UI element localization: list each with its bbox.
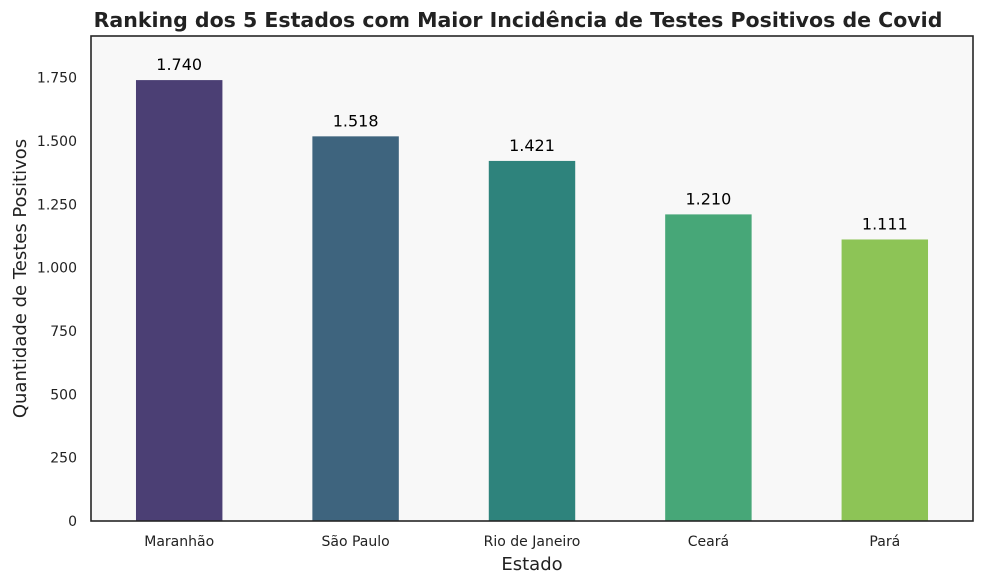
x-tick-label-0: Maranhão	[144, 534, 214, 550]
x-axis-ticks: Maranhão São Paulo Rio de Janeiro Ceará Pará	[144, 534, 900, 550]
data-labels-group: 1.740 1.518 1.421 1.210 1.111	[156, 55, 907, 233]
y-axis-ticks: 0 250 500 750 1.000 1.250 1.500 1.750	[37, 71, 77, 530]
x-tick-label-3: Ceará	[688, 534, 729, 550]
x-axis-label: Estado	[501, 554, 562, 575]
x-tick-label-2: Rio de Janeiro	[484, 534, 581, 550]
bar-4	[841, 239, 929, 522]
y-tick-label-5: 1.250	[37, 197, 77, 213]
y-tick-label-7: 1.750	[37, 71, 77, 87]
data-label-2: 1.421	[509, 136, 555, 155]
bar-0	[135, 80, 223, 521]
plot-frame	[90, 35, 974, 522]
y-tick-label-2: 500	[50, 387, 77, 403]
data-label-0: 1.740	[156, 55, 202, 74]
y-axis-label: Quantidade de Testes Positivos	[10, 139, 31, 418]
y-tick-label-3: 750	[50, 324, 77, 340]
y-tick-label-0: 0	[68, 514, 77, 530]
data-label-3: 1.210	[685, 189, 731, 208]
data-label-4: 1.111	[862, 214, 908, 233]
bars-group	[135, 80, 929, 522]
data-label-1: 1.518	[333, 111, 379, 130]
bar-3	[665, 214, 752, 521]
bar-1	[312, 136, 399, 521]
y-tick-label-1: 250	[50, 451, 77, 467]
x-tick-label-1: São Paulo	[321, 534, 389, 550]
chart-title: Ranking dos 5 Estados com Maior Incidênc…	[94, 8, 943, 32]
x-tick-label-4: Pará	[869, 534, 900, 550]
bar-2	[488, 160, 576, 521]
y-tick-label-4: 1.000	[37, 261, 77, 277]
y-tick-label-6: 1.500	[37, 134, 77, 150]
